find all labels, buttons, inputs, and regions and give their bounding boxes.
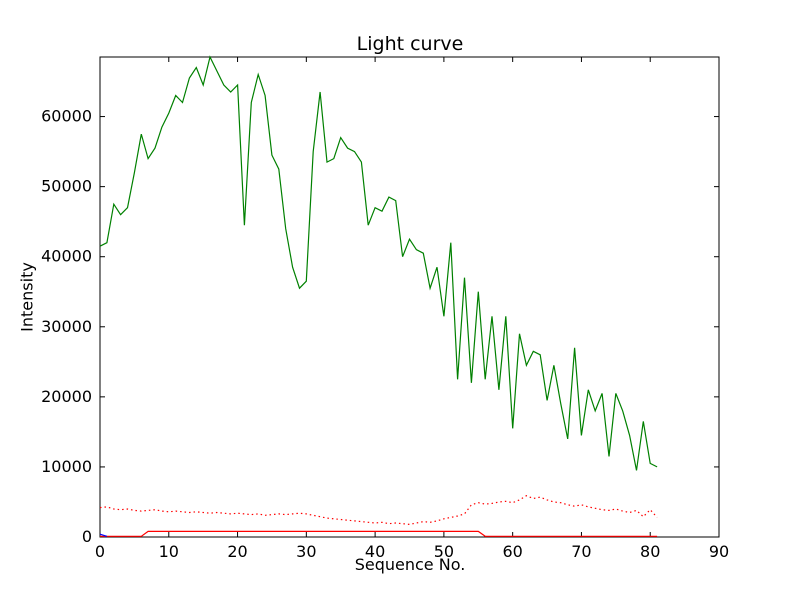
intensity-dotted-line bbox=[99, 495, 658, 526]
intensity-main-line bbox=[99, 55, 658, 471]
intensity-baseline-line bbox=[100, 530, 658, 537]
y-tick-label: 10000 bbox=[41, 457, 92, 476]
x-tick-label: 10 bbox=[159, 542, 179, 561]
intensity-marker-line bbox=[99, 533, 108, 537]
x-tick-label: 90 bbox=[709, 542, 729, 561]
x-tick-label: 70 bbox=[571, 542, 591, 561]
y-tick-label: 30000 bbox=[41, 317, 92, 336]
x-tick-label: 60 bbox=[502, 542, 522, 561]
y-tick-label: 40000 bbox=[41, 247, 92, 266]
x-tick-label: 30 bbox=[296, 542, 316, 561]
x-tick-label: 50 bbox=[434, 542, 454, 561]
y-tick-label: 20000 bbox=[41, 387, 92, 406]
y-tick-label: 50000 bbox=[41, 177, 92, 196]
plot-border bbox=[99, 56, 720, 538]
chart-title: Light curve bbox=[356, 33, 464, 55]
y-tick-label: 60000 bbox=[41, 107, 92, 126]
x-tick-label: 20 bbox=[227, 542, 247, 561]
x-tick-label: 40 bbox=[365, 542, 385, 561]
x-axis-label: Sequence No. bbox=[354, 555, 466, 574]
x-tick-label: 80 bbox=[640, 542, 660, 561]
x-tick-label: 0 bbox=[95, 542, 105, 561]
y-tick-label: 0 bbox=[82, 527, 92, 546]
